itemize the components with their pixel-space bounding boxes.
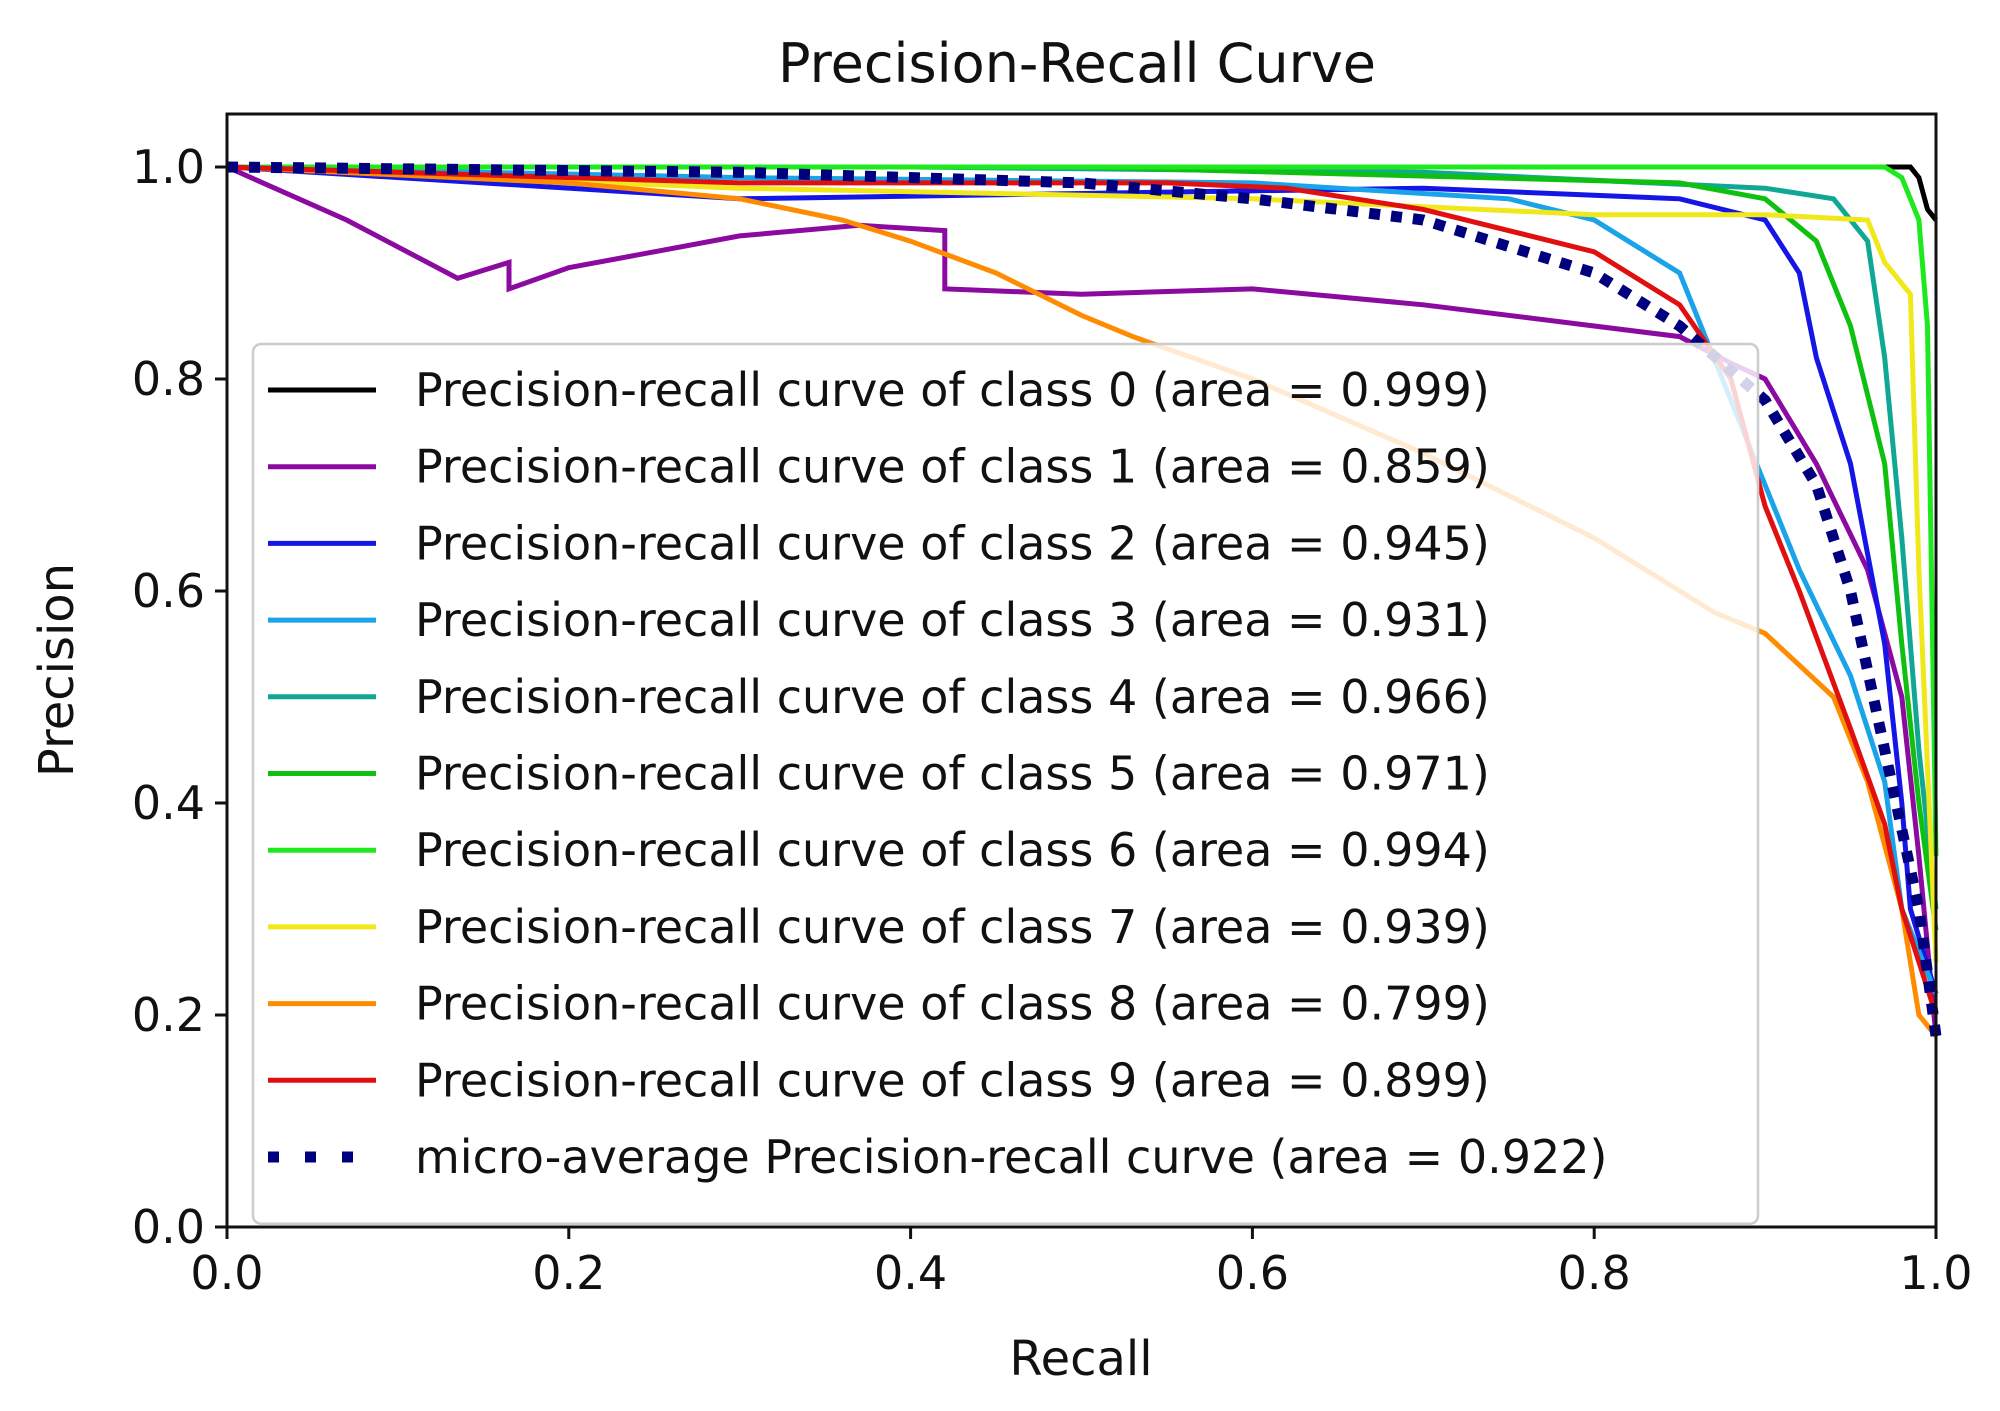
legend-label: Precision-recall curve of class 7 (area … xyxy=(415,900,1490,954)
x-tick-label: 1.0 xyxy=(1899,1246,1972,1300)
series-line-5 xyxy=(227,164,1939,931)
legend-label: Precision-recall curve of class 6 (area … xyxy=(415,823,1490,877)
curves-layer xyxy=(225,161,1942,1038)
series-line-10 xyxy=(226,161,1942,1037)
legend-box xyxy=(251,342,1760,1225)
legend-label: Precision-recall curve of class 2 (area … xyxy=(415,516,1490,570)
x-axis-label: Recall xyxy=(1009,1331,1152,1387)
x-tick-label: 0.6 xyxy=(1216,1246,1289,1300)
x-tick-label: 0.8 xyxy=(1558,1246,1631,1300)
y-tick-label: 0.8 xyxy=(132,352,205,406)
y-tick-label: 0.6 xyxy=(132,564,205,618)
y-tick-label: 0.0 xyxy=(132,1200,205,1254)
series-line-1 xyxy=(225,164,1939,1037)
x-tick-label: 0.0 xyxy=(190,1246,263,1300)
legend-label: Precision-recall curve of class 1 (area … xyxy=(415,440,1490,494)
x-tick-label: 0.4 xyxy=(874,1246,947,1300)
chart-title: Precision-Recall Curve xyxy=(778,32,1376,95)
x-tick-label: 0.2 xyxy=(532,1246,605,1300)
legend-label: Precision-recall curve of class 4 (area … xyxy=(415,670,1490,724)
legend-label: Precision-recall curve of class 9 (area … xyxy=(415,1053,1490,1107)
legend: Precision-recall curve of class 0 (area … xyxy=(251,342,1760,1225)
legend-label: micro-average Precision-recall curve (ar… xyxy=(415,1130,1607,1184)
y-axis-label: Precision xyxy=(29,563,85,777)
y-tick-label: 0.2 xyxy=(132,988,205,1042)
y-tick-label: 1.0 xyxy=(132,140,205,194)
legend-label: Precision-recall curve of class 0 (area … xyxy=(415,363,1490,417)
plot-frame xyxy=(225,112,1938,1229)
series-line-6 xyxy=(227,164,1939,857)
y-tick-label: 0.4 xyxy=(132,776,205,830)
legend-label: Precision-recall curve of class 3 (area … xyxy=(415,593,1490,647)
ticks-layer: 0.0 0.2 0.4 0.6 0.8 1.0 0.0 0.2 0.4 0.6 0.8 1.0 xyxy=(132,140,1973,1300)
series-line-9 xyxy=(226,164,1939,1016)
legend-label: Precision-recall curve of class 5 (area … xyxy=(415,747,1490,801)
legend-label: Precision-recall curve of class 8 (area … xyxy=(415,977,1490,1031)
series-line-7 xyxy=(226,164,1939,963)
